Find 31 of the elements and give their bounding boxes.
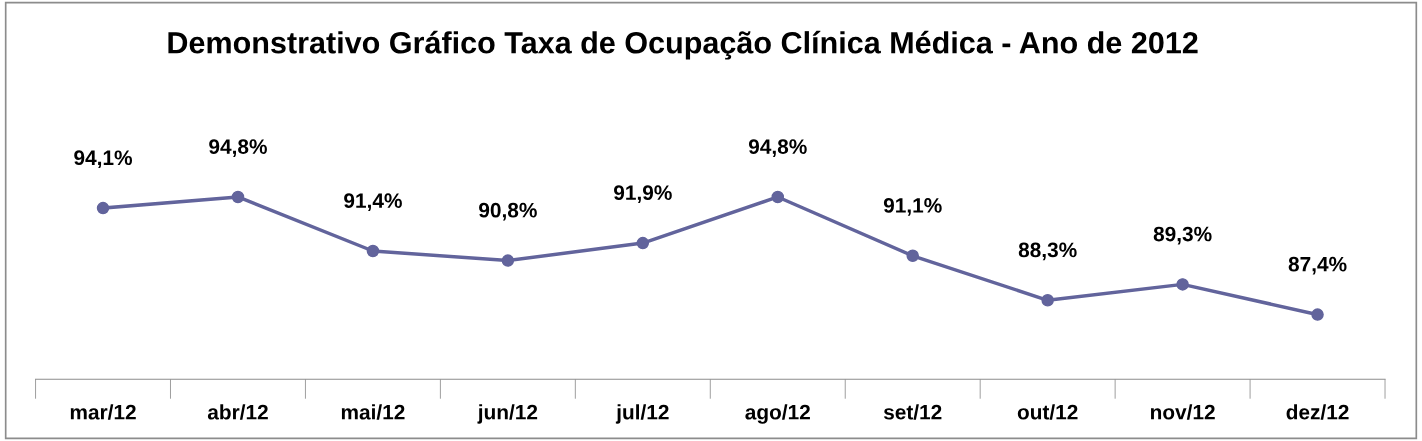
data-label: 89,3%	[1153, 226, 1212, 245]
data-label: 91,9%	[614, 185, 672, 204]
x-tick-label: nov/12	[1150, 404, 1215, 420]
x-tick-label: jun/12	[477, 404, 538, 424]
data-label: 91,4%	[344, 193, 402, 212]
point	[636, 236, 650, 250]
point	[96, 201, 110, 215]
x-tick-label: ago/12	[745, 404, 810, 424]
data-label: 90,8%	[479, 202, 537, 221]
x-tick-label: jul/12	[615, 404, 669, 424]
point	[1311, 308, 1324, 321]
point	[501, 254, 515, 267]
x-tick-label: set/12	[883, 404, 942, 420]
data-label: 91,1%	[883, 198, 942, 216]
x-tick-label: abr/12	[207, 404, 268, 420]
point	[1041, 294, 1054, 307]
point	[771, 190, 785, 204]
x-tick-label: mar/12	[70, 404, 136, 420]
x-tick-label: dez/12	[1286, 404, 1349, 420]
data-label: 94,1%	[74, 150, 133, 169]
point	[906, 249, 919, 263]
point	[366, 244, 380, 258]
data-label: 94,8%	[209, 139, 267, 157]
data-label: 94,8%	[748, 139, 807, 157]
x-tick-label: mai/12	[341, 404, 405, 420]
data-label: 87,4%	[1288, 256, 1347, 275]
point	[231, 190, 245, 204]
chart-title: Demonstrativo Gráfico Taxa de Ocupação Clínica Médica - Ano de 2012	[168, 30, 1198, 60]
data-label: 88,3%	[1018, 242, 1077, 261]
point	[1176, 278, 1189, 291]
x-tick-label: out/12	[1017, 404, 1078, 420]
